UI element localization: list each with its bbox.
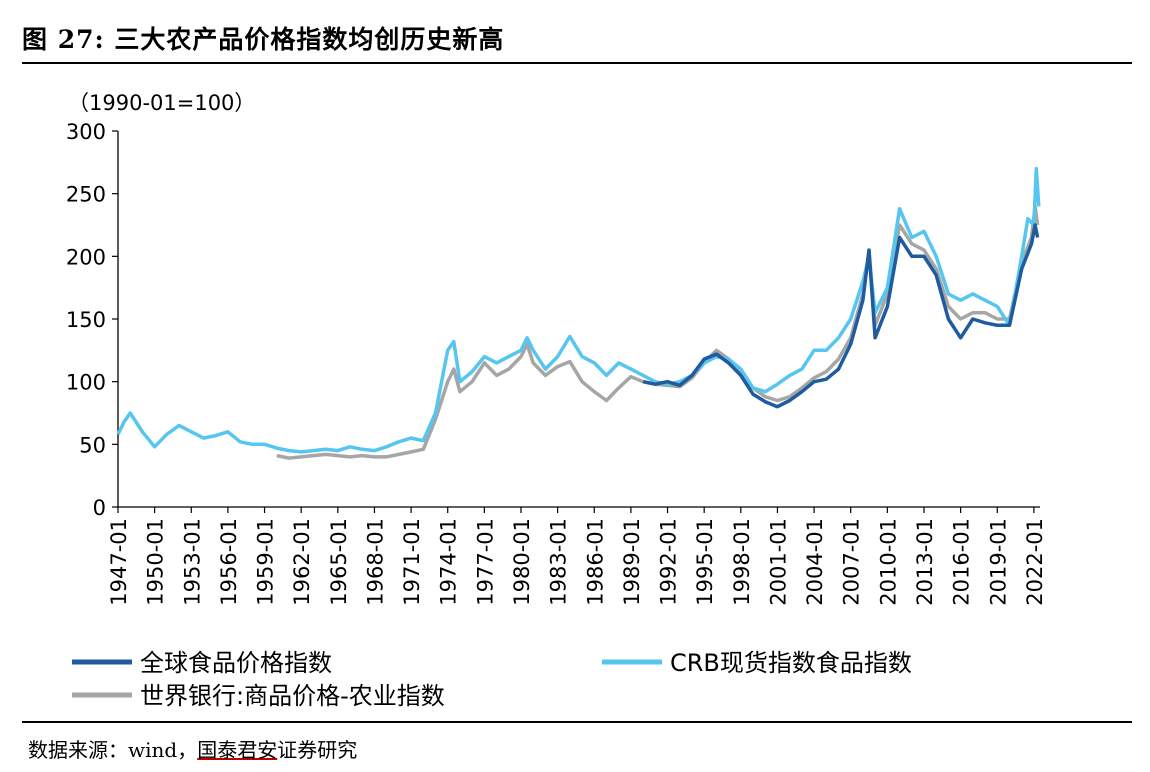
y-tick-label: 50 xyxy=(79,433,106,457)
x-tick-label: 2010-01 xyxy=(876,518,900,606)
y-tick-label: 0 xyxy=(93,496,106,520)
legend-label-wb-agri: 世界银行:商品价格-农业指数 xyxy=(140,682,445,710)
source-brand: 国泰君安 xyxy=(197,738,278,762)
source-rule xyxy=(22,721,1132,723)
x-tick-label: 1962-01 xyxy=(290,518,314,606)
series-line-crb-food xyxy=(116,166,1041,454)
chart-series xyxy=(116,166,1041,460)
x-tick-label: 1986-01 xyxy=(583,518,607,606)
x-tick-label: 2016-01 xyxy=(950,518,974,606)
x-tick-label: 1992-01 xyxy=(657,518,681,606)
y-tick-label: 300 xyxy=(66,120,106,144)
x-tick-label: 2007-01 xyxy=(840,518,864,606)
x-tick-label: 1980-01 xyxy=(510,518,534,606)
x-tick-label: 1983-01 xyxy=(547,518,571,606)
x-tick-label: 1953-01 xyxy=(180,518,204,606)
series-line-global-food xyxy=(642,223,1040,409)
x-tick-label: 1989-01 xyxy=(620,518,644,606)
source-note: 数据来源：wind，国泰君安证券研究 xyxy=(28,734,357,763)
x-tick-label: 1947-01 xyxy=(107,518,131,606)
x-tick-label: 2004-01 xyxy=(803,518,827,606)
x-tick-label: 1950-01 xyxy=(144,518,168,606)
x-tick-label: 1977-01 xyxy=(473,518,497,606)
source-suffix: 证券研究 xyxy=(277,738,358,762)
x-tick-label: 1998-01 xyxy=(730,518,754,606)
x-tick-label: 1995-01 xyxy=(693,518,717,606)
source-prefix: 数据来源：wind， xyxy=(28,738,198,762)
x-tick-label: 1965-01 xyxy=(327,518,351,606)
y-tick-label: 100 xyxy=(66,371,106,395)
y-tick-label: 250 xyxy=(66,183,106,207)
title-rule xyxy=(22,62,1132,64)
chart-axes: 0 50 100 150 200 250 300 1947-01 1950-01 1953-01 1… xyxy=(66,120,1047,606)
x-tick-label: 2013-01 xyxy=(913,518,937,606)
figure-title: 图 27: 三大农产品价格指数均创历史新高 xyxy=(22,25,505,54)
unit-label: （1990-01=100） xyxy=(68,91,255,115)
legend-label-crb-food: CRB现货指数食品指数 xyxy=(670,649,912,677)
x-tick-label: 2019-01 xyxy=(986,518,1010,606)
x-tick-label: 1956-01 xyxy=(217,518,241,606)
series-line-wb-agri xyxy=(276,204,1040,460)
x-tick-label: 1968-01 xyxy=(363,518,387,606)
y-tick-label: 150 xyxy=(66,308,106,332)
x-tick-label: 1971-01 xyxy=(400,518,424,606)
legend-label-global-food: 全球食品价格指数 xyxy=(140,649,332,677)
x-tick-label: 1974-01 xyxy=(437,518,461,606)
x-tick-label: 2001-01 xyxy=(766,518,790,606)
y-tick-label: 200 xyxy=(66,245,106,269)
x-tick-label: 1959-01 xyxy=(254,518,278,606)
x-tick-label: 2022-01 xyxy=(1023,518,1047,606)
